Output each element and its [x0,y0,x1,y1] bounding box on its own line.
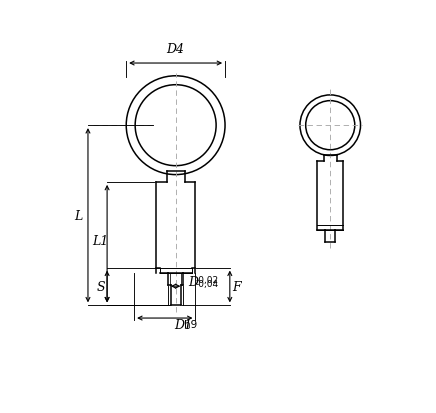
Text: -0,02: -0,02 [195,275,218,285]
Text: -0,04: -0,04 [195,280,218,289]
Text: S: S [96,280,105,293]
Text: F: F [232,280,241,293]
Text: D: D [188,275,198,288]
Text: L: L [74,209,82,222]
Text: D4: D4 [167,43,184,56]
Text: D1: D1 [174,318,192,331]
Text: L1: L1 [92,234,109,247]
Text: h9: h9 [184,320,197,330]
